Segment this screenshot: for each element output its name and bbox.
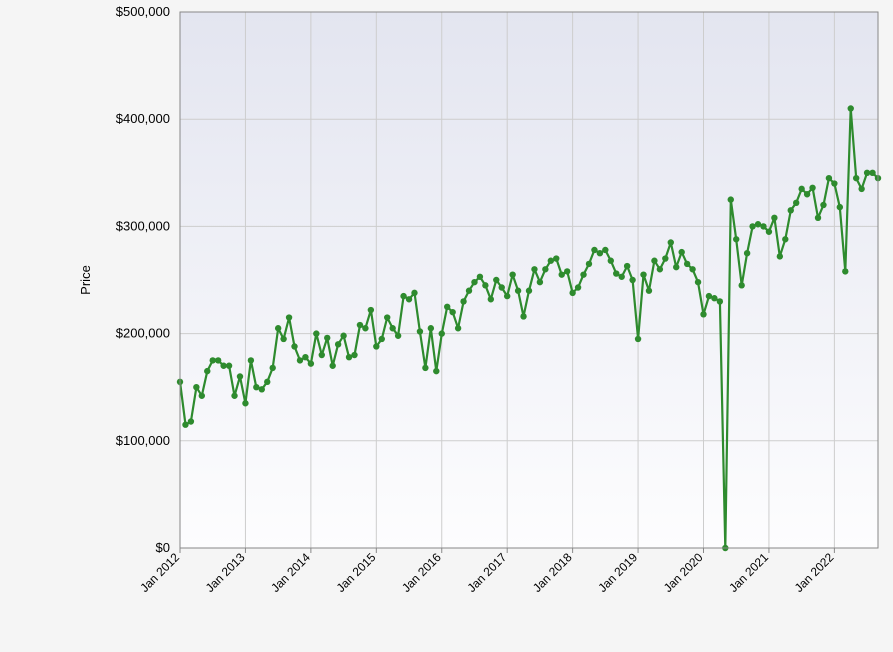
- svg-text:Price: Price: [78, 265, 93, 295]
- svg-text:Jan 2019: Jan 2019: [595, 550, 640, 595]
- svg-text:Jan 2013: Jan 2013: [203, 550, 248, 595]
- svg-text:Jan 2022: Jan 2022: [792, 550, 837, 595]
- svg-text:Jan 2016: Jan 2016: [399, 550, 444, 595]
- svg-text:Jan 2015: Jan 2015: [334, 550, 379, 595]
- svg-text:$200,000: $200,000: [116, 326, 170, 341]
- svg-text:$300,000: $300,000: [116, 218, 170, 233]
- price-line-chart: $0 $100,000 $200,000 $300,000 $400,000 $500,0…: [0, 0, 893, 652]
- chart-canvas: $0 $100,000 $200,000 $300,000 $400,000 $500,0…: [0, 0, 893, 652]
- svg-text:Jan 2020: Jan 2020: [661, 550, 706, 595]
- svg-text:$100,000: $100,000: [116, 433, 170, 448]
- svg-text:Jan 2014: Jan 2014: [268, 550, 313, 595]
- svg-text:Jan 2018: Jan 2018: [530, 550, 575, 595]
- svg-text:$400,000: $400,000: [116, 111, 170, 126]
- svg-text:Jan 2017: Jan 2017: [464, 550, 509, 595]
- svg-text:$500,000: $500,000: [116, 4, 170, 19]
- svg-text:Jan 2012: Jan 2012: [137, 550, 182, 595]
- svg-text:$0: $0: [156, 540, 170, 555]
- svg-text:Jan 2021: Jan 2021: [726, 550, 771, 595]
